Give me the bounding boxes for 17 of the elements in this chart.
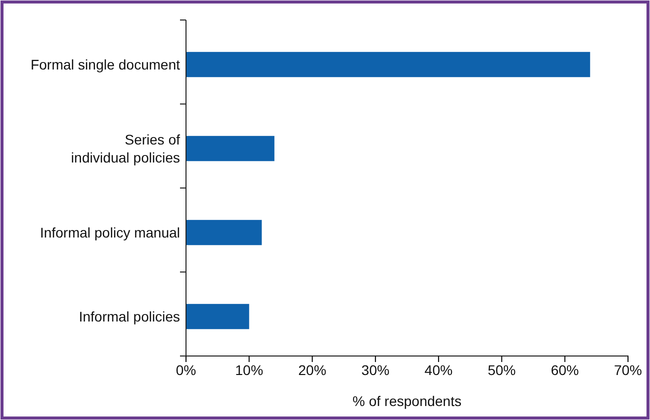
y-tick-label: Series of individual policies [71,131,180,166]
x-tick-label: 20% [298,362,326,378]
y-tick-label: Informal policies [78,308,180,324]
y-tick-label: Informal policy manual [40,224,180,240]
x-axis-title: % of respondents [352,393,462,409]
y-tick-label: Formal single document [30,56,180,72]
x-tick-label: 60% [550,362,579,378]
x-tick-label: 10% [235,362,264,378]
x-tick-label: 50% [488,362,516,378]
bar [186,304,250,330]
x-tick-label: 70% [614,362,642,378]
bar [186,220,262,246]
x-tick-label: 30% [361,362,390,378]
bar [186,136,274,162]
x-tick-label: 0% [176,362,196,378]
bar [186,52,590,78]
x-tick-label: 40% [424,362,453,378]
